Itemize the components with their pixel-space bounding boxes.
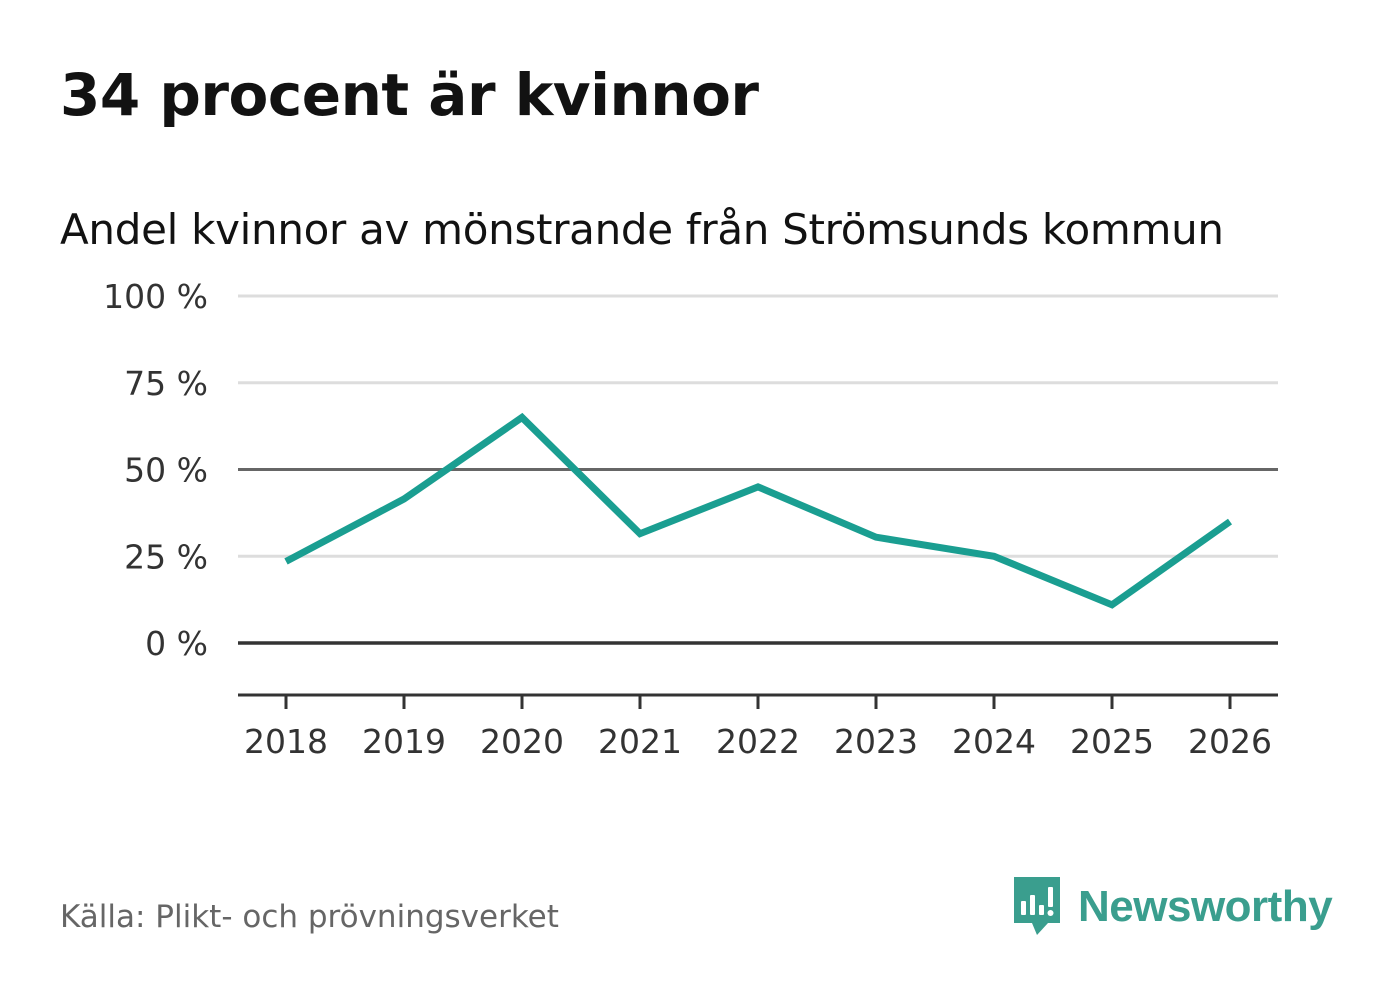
x-tick-label-2023: 2023 xyxy=(834,722,918,761)
x-tick-label-2022: 2022 xyxy=(716,722,800,761)
series-line-0 xyxy=(284,412,1233,609)
x-axis: 2018 2019 2020 2021 2022 2023 2024 2025 2026 xyxy=(238,693,1278,761)
y-tick-label-0: 0 % xyxy=(145,624,208,663)
y-tick-label-75: 75 % xyxy=(124,364,208,403)
y-axis-labels: 0 % 25 % 50 % 75 % 100 % xyxy=(103,277,208,663)
y-tick-label-25: 25 % xyxy=(124,537,208,576)
newsworthy-logo-icon xyxy=(1014,877,1060,935)
series xyxy=(284,412,1233,609)
x-tick-label-2019: 2019 xyxy=(362,722,446,761)
source-note: Källa: Plikt- och prövningsverket xyxy=(60,899,559,935)
y-tick-label-100: 100 % xyxy=(103,277,208,316)
x-tick-label-2021: 2021 xyxy=(598,722,682,761)
x-tick-label-2025: 2025 xyxy=(1070,722,1154,761)
gridlines xyxy=(238,294,1278,645)
brand-name: Newsworthy xyxy=(1078,882,1333,931)
chart-subtitle: Andel kvinnor av mönstrande från Strömsu… xyxy=(60,205,1224,254)
y-tick-label-50: 50 % xyxy=(124,451,208,490)
brand-logo: Newsworthy xyxy=(1010,875,1333,939)
x-tick-label-2026: 2026 xyxy=(1188,722,1272,761)
x-tick-label-2020: 2020 xyxy=(480,722,564,761)
x-tick-label-2018: 2018 xyxy=(244,722,328,761)
x-tick-label-2024: 2024 xyxy=(952,722,1036,761)
chart-title: 34 procent är kvinnor xyxy=(60,61,759,129)
